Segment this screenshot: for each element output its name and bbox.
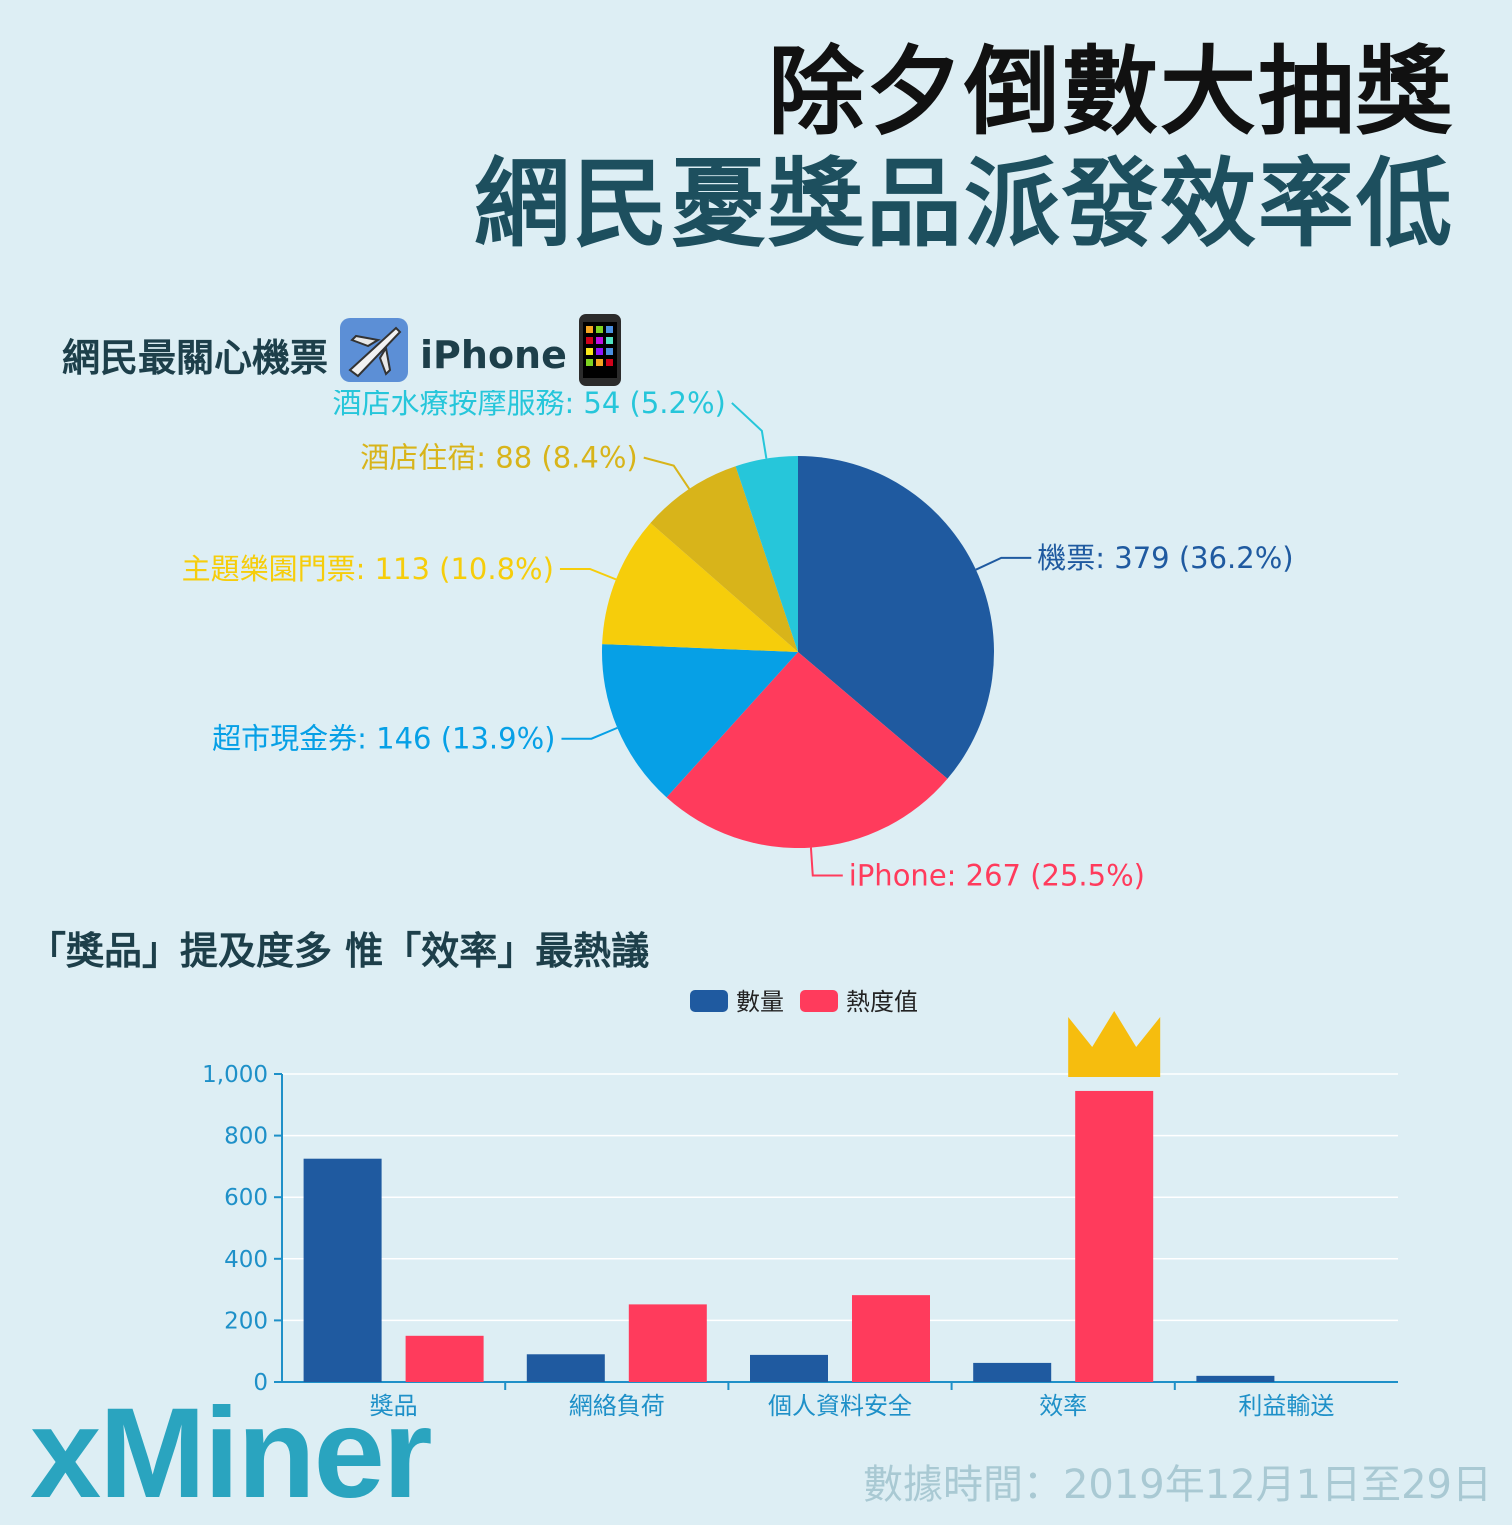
y-tick-label: 0 [253,1370,268,1396]
y-tick-label: 1,000 [202,1062,268,1088]
bar-chart: 數量 熱度值 0 200 400 600 800 1,000 獎品 網絡負荷 個人資料安全 效率 利益輸… [202,988,1398,1420]
bar [628,1304,707,1382]
pie-slice [735,456,798,652]
pie-leader-line [731,402,768,459]
page-title: 除夕倒數大抽獎 [768,36,1454,148]
pie-leader-line [559,568,617,581]
pie-slice [601,644,798,798]
pie-slice-label: 酒店水療按摩服務: 54 (5.2%) [332,390,725,420]
x-tick-label: 利益輸送 [1238,1392,1334,1420]
pie-slice [666,652,948,848]
bar [405,1335,484,1382]
pie-leader-line [643,456,691,490]
pie-slice-label: 超市現金券: 146 (13.9%) [212,722,555,756]
legend-swatch [690,990,728,1012]
bar-section-heading: 「獎品」提及度多 惟「效率」最熱議 [28,929,650,973]
pie-slice [798,456,994,779]
legend-swatch [800,990,838,1012]
pie-slice [602,522,798,652]
pie-heading-suffix: iPhone [420,332,567,377]
bar [750,1354,828,1382]
y-tick-label: 600 [224,1185,268,1211]
pie-slice [650,466,798,652]
bar [852,1295,930,1382]
legend-label: 熱度值 [846,988,918,1016]
y-tick-label: 800 [224,1124,268,1150]
pie-slice-label: 主題樂園門票: 113 (10.8%) [182,552,554,586]
pie-leader-line [809,847,843,877]
y-tick-label: 400 [224,1247,268,1273]
chart-legend: 數量 熱度值 [690,988,918,1016]
bar [1075,1090,1154,1382]
pie-slice-label: 機票: 379 (36.2%) [1037,541,1293,575]
x-tick-label: 網絡負荷 [569,1392,665,1420]
pie-heading-text: 網民最關心機票 [62,336,329,380]
bar [1196,1375,1275,1382]
bar [973,1362,1052,1382]
data-period-note: 數據時間：2019年12月1日至29日 [862,1462,1492,1508]
x-tick-label: 獎品 [370,1392,418,1420]
pie-section-heading: 網民最關心機票 iPhone [62,312,633,397]
pie-slice-label: 酒店住宿: 88 (8.4%) [360,441,637,475]
xminer-logo: xMiner [30,1382,433,1525]
bar [526,1354,605,1382]
airplane-icon [338,316,410,393]
y-tick-label: 200 [224,1308,268,1334]
page-subtitle: 網民憂獎品派發效率低 [474,148,1454,260]
x-tick-label: 個人資料安全 [768,1392,912,1420]
bar [303,1158,382,1382]
legend-label: 數量 [736,988,784,1016]
pie-chart: 機票: 379 (36.2%) iPhone: 267 (25.5%) 超市現金券:… [182,390,1294,893]
crown-icon [1068,1010,1161,1077]
x-tick-label: 效率 [1039,1392,1087,1420]
pie-leader-line [561,726,618,740]
pie-leader-line [975,556,1032,571]
pie-slice-label: iPhone: 267 (25.5%) [849,859,1145,893]
mobile-phone-icon [577,312,623,397]
